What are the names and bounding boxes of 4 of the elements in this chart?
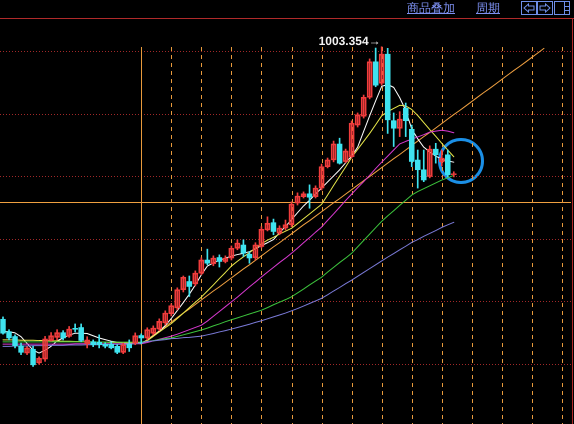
text: 商品叠加	[407, 1, 455, 16]
text: 周期	[476, 1, 500, 16]
annotation: 1003.354→	[318, 34, 381, 48]
candlestick	[306, 184, 312, 209]
